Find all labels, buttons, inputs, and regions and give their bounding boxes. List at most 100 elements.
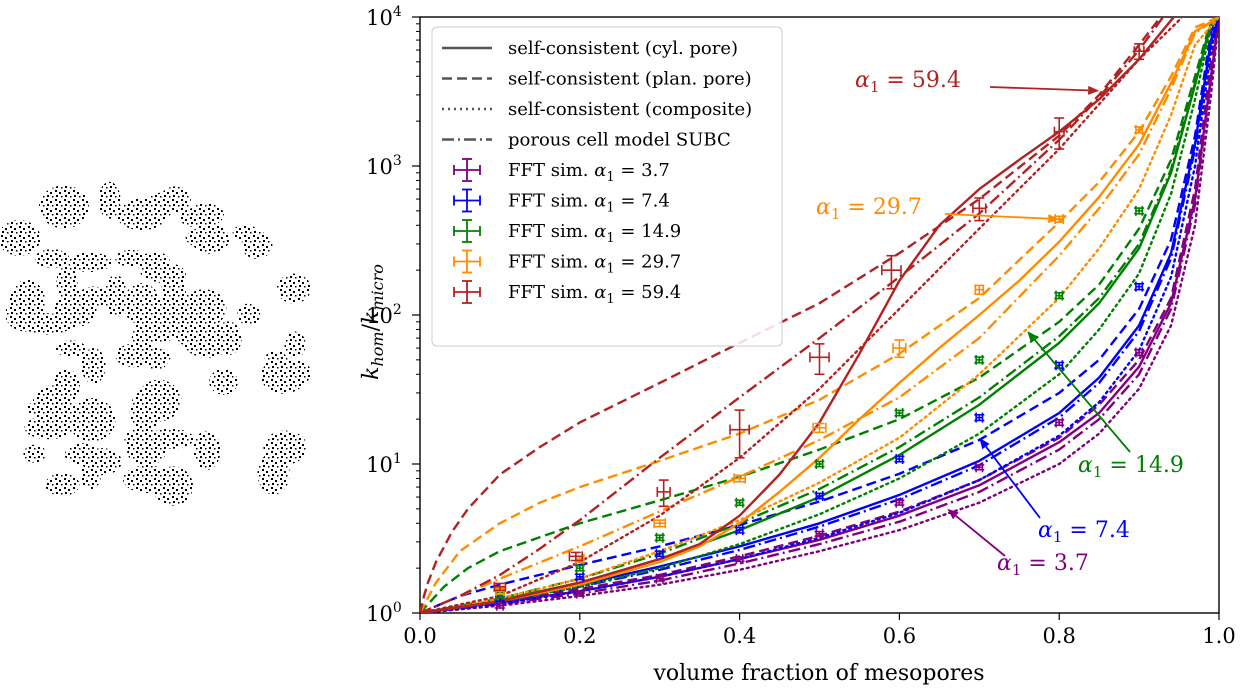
fft-point	[1053, 117, 1065, 150]
mesopore-cluster	[56, 340, 86, 358]
mesopore-clusters	[0, 181, 312, 506]
annotation: α1 = 14.9	[1027, 331, 1184, 481]
annotation-alpha: α	[997, 551, 1012, 576]
x-tick-label: 1.0	[1202, 624, 1235, 648]
mesopore-cluster	[34, 249, 70, 268]
x-tick-label: 0.4	[723, 624, 756, 648]
mesopore-cluster	[122, 346, 171, 366]
annotations: α1 = 59.4α1 = 29.7α1 = 14.9α1 = 7.4α1 = …	[816, 68, 1184, 579]
annotation-sub: 1	[1012, 561, 1022, 579]
annotation-arrow-line	[985, 445, 1041, 519]
fft-point	[974, 284, 985, 295]
annotation: α1 = 59.4	[855, 68, 1100, 96]
mesopore-cluster	[284, 331, 306, 359]
fft-point	[654, 548, 665, 559]
x-tick-label: 0.2	[563, 624, 596, 648]
legend-series-value: = 3.7	[615, 160, 670, 181]
mesopore-cluster	[78, 286, 109, 307]
fft-point	[568, 551, 583, 562]
fft-point	[734, 554, 745, 565]
y-tick-exp: 1	[393, 451, 402, 467]
mesopore-cluster	[185, 227, 228, 249]
mesopore-cluster	[45, 473, 80, 497]
y-tick-base: 10	[366, 453, 393, 477]
annotation: α1 = 7.4	[979, 437, 1130, 546]
fft-point	[1054, 290, 1065, 301]
legend-series-value: = 14.9	[615, 221, 682, 242]
legend-label: self-consistent (cyl. pore)	[508, 38, 738, 59]
y-tick-base: 10	[366, 602, 393, 626]
y-label-sub1: hom	[368, 331, 387, 366]
mesopore-cluster	[154, 263, 186, 287]
y-tick-exp: 3	[393, 153, 402, 169]
legend-series-value: = 59.4	[615, 282, 682, 303]
mesopore-cluster	[193, 430, 221, 470]
annotation: α1 = 29.7	[816, 195, 1060, 224]
legend-series-prefix: FFT sim.	[508, 160, 594, 181]
fft-point	[881, 254, 902, 290]
mesopore-cluster	[68, 252, 112, 273]
curve-subc-alpha-29-7	[420, 17, 1219, 613]
fft-point	[1134, 124, 1145, 135]
legend-series-prefix: FFT sim.	[508, 191, 594, 212]
legend-series-prefix: FFT sim.	[508, 221, 594, 242]
fft-point	[574, 588, 585, 599]
y-tick-base: 10	[366, 304, 393, 328]
y-tick-base: 10	[366, 6, 393, 30]
y-label-sub2: micro	[368, 264, 387, 311]
fft-point	[1054, 417, 1065, 428]
fft-point	[654, 573, 665, 584]
legend-series-alpha: α	[594, 252, 606, 273]
annotation-arrow-line	[944, 213, 1049, 220]
x-axis-label: volume fraction of mesopores	[652, 661, 984, 686]
fft-point	[574, 571, 585, 582]
fft-point	[574, 563, 585, 574]
x-tick-label: 0.0	[403, 624, 436, 648]
annotation-label: α1 = 3.7	[997, 551, 1089, 579]
fft-point	[1134, 347, 1145, 358]
legend-errorbar-marker	[453, 249, 481, 274]
legend-errorbar-marker	[453, 188, 481, 213]
annotation-sub: 1	[1053, 528, 1063, 546]
fft-point	[656, 479, 671, 508]
y-label-k2: k	[359, 311, 384, 324]
legend-series-value: = 29.7	[615, 252, 682, 273]
fft-point	[894, 407, 905, 418]
annotation-sub: 1	[870, 78, 880, 96]
annotation-alpha: α	[1038, 518, 1053, 543]
model-curves	[420, 17, 1219, 613]
microstructure-image	[0, 181, 312, 506]
mesopore-cluster	[104, 275, 128, 317]
mesopore-cluster	[9, 279, 45, 324]
annotation-value: = 14.9	[1102, 453, 1183, 478]
legend-series-sub: 1	[606, 170, 614, 185]
legend-items: self-consistent (cyl. pore) self-consiste…	[442, 38, 752, 307]
fft-point	[734, 525, 745, 536]
fft-point	[493, 581, 507, 592]
annotation-alpha: α	[855, 68, 870, 93]
legend-label: self-consistent (plan. pore)	[508, 69, 752, 90]
annotation-arrow-line	[955, 515, 1006, 557]
fft-point	[734, 497, 745, 508]
y-tick-label: 100	[366, 600, 402, 626]
y-tick-label: 103	[366, 153, 402, 179]
annotation-label: α1 = 7.4	[1038, 518, 1130, 546]
legend-box	[431, 26, 783, 347]
legend-label: self-consistent (composite)	[508, 99, 752, 120]
legend-series-alpha: α	[594, 221, 606, 242]
mesopore-cluster	[209, 368, 238, 395]
annotation-label: α1 = 29.7	[816, 195, 922, 223]
y-tick-base: 10	[366, 155, 393, 179]
mesopore-cluster	[81, 348, 106, 384]
y-tick-label: 104	[366, 4, 402, 30]
fft-data-points	[493, 43, 1145, 611]
annotation-value: = 3.7	[1021, 551, 1088, 576]
fft-point	[894, 454, 905, 465]
annotation-label: α1 = 59.4	[855, 68, 961, 96]
fft-point	[972, 197, 987, 222]
fft-point	[1134, 281, 1145, 292]
legend-series-alpha: α	[594, 282, 606, 303]
mesopore-cluster	[98, 181, 121, 219]
